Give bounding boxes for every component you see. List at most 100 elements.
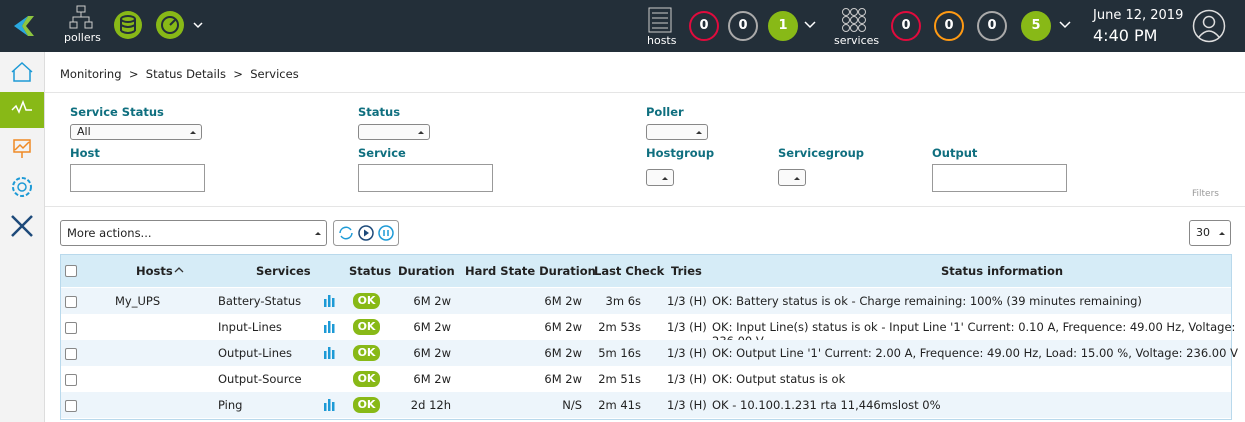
logo — [14, 16, 34, 36]
status-badge: OK — [353, 293, 380, 309]
service-unknown-count[interactable]: 0 — [977, 11, 1007, 41]
graph-icon[interactable] — [323, 320, 337, 333]
checkbox[interactable] — [65, 265, 77, 277]
filters-toggle[interactable]: Filters — [1192, 189, 1219, 199]
chevron[interactable] — [803, 19, 817, 31]
table-row — [61, 314, 1231, 340]
last-check: 5m 16s — [598, 346, 641, 360]
filter-label: Host — [70, 146, 100, 160]
host-name[interactable]: My_UPS — [115, 294, 161, 308]
duration: 6M 2w — [413, 346, 451, 360]
more-actions-select[interactable]: More actions... — [60, 220, 327, 246]
service-name[interactable]: Output-Source — [218, 372, 302, 386]
host-up-count[interactable]: 1 — [768, 11, 798, 41]
services-icon[interactable] — [840, 6, 868, 34]
service-name[interactable]: Battery-Status — [218, 294, 302, 308]
poller-select[interactable] — [646, 124, 708, 140]
duration: 6M 2w — [413, 294, 451, 308]
refresh-controls[interactable] — [333, 220, 400, 246]
table-header — [61, 255, 1231, 287]
filter-label: Service — [358, 146, 406, 160]
service-warning-count[interactable]: 0 — [934, 11, 964, 41]
last-check: 2m 51s — [598, 372, 641, 386]
hosts-label[interactable]: hosts — [647, 34, 677, 47]
duration: 2d 12h — [410, 398, 451, 412]
status-information: OK: Output status is ok — [712, 372, 846, 386]
hard-state-duration: 6M 2w — [544, 320, 582, 334]
service-name[interactable]: Ping — [218, 398, 243, 412]
column-header[interactable]: Hard State Duration — [465, 264, 596, 278]
graph-icon[interactable] — [323, 294, 337, 307]
hosts-icon[interactable] — [647, 7, 673, 33]
filter-label: Service Status — [70, 105, 164, 119]
service-input[interactable] — [358, 164, 493, 192]
checkbox[interactable] — [65, 322, 77, 334]
service-status-select[interactable]: All — [70, 124, 202, 140]
filter-label: Servicegroup — [778, 146, 865, 160]
tries: 1/3 (H) — [667, 294, 707, 308]
output-input[interactable] — [932, 164, 1067, 192]
user-icon[interactable] — [1192, 9, 1226, 43]
duration: 6M 2w — [413, 320, 451, 334]
breadcrumb-item[interactable]: Status Details — [145, 67, 226, 81]
service-ok-count[interactable]: 5 — [1021, 11, 1051, 41]
hard-state-duration: N/S — [562, 398, 582, 412]
hard-state-duration: 6M 2w — [544, 294, 582, 308]
host-input[interactable] — [70, 164, 205, 192]
graph-icon[interactable] — [323, 346, 337, 359]
column-header[interactable]: Duration — [398, 264, 455, 278]
column-header[interactable]: Tries — [671, 264, 702, 278]
last-check: 3m 6s — [605, 294, 641, 308]
services-label[interactable]: services — [834, 34, 880, 47]
top-bar: pollers hosts 0 0 1 services 0 0 0 5 Jun… — [0, 0, 1245, 52]
poller-status-icons[interactable] — [113, 10, 213, 40]
table-row — [61, 366, 1231, 392]
column-header[interactable]: Status information — [941, 264, 1064, 278]
table-row — [61, 392, 1231, 418]
filter-panel — [45, 92, 1245, 207]
column-header[interactable]: Hosts — [136, 264, 173, 278]
graph-icon[interactable] — [323, 398, 337, 411]
tries: 1/3 (H) — [667, 372, 707, 386]
column-header[interactable]: Services — [256, 264, 311, 278]
table — [60, 254, 1232, 420]
nav-icons[interactable] — [0, 52, 44, 242]
last-check: 2m 53s — [598, 320, 641, 334]
table-row — [61, 288, 1231, 314]
status-select[interactable] — [358, 124, 430, 140]
status-badge: OK — [353, 397, 380, 413]
status-badge: OK — [353, 319, 380, 335]
hard-state-duration: 6M 2w — [544, 372, 582, 386]
status-badge: OK — [353, 345, 380, 361]
date: June 12, 2019 — [1093, 8, 1184, 23]
sort-arrow[interactable] — [174, 266, 184, 274]
checkbox[interactable] — [65, 296, 77, 308]
servicegroup-select[interactable] — [778, 169, 806, 186]
breadcrumb-separator: > — [128, 67, 139, 81]
filter-label: Hostgroup — [646, 146, 715, 160]
duration: 6M 2w — [413, 372, 451, 386]
checkbox[interactable] — [65, 374, 77, 386]
column-header[interactable]: Status — [349, 264, 392, 278]
service-name[interactable]: Input-Lines — [218, 320, 282, 334]
tries: 1/3 (H) — [667, 346, 707, 360]
pollers-label[interactable]: pollers — [64, 31, 101, 44]
host-unreachable-count[interactable]: 0 — [728, 11, 758, 41]
page-size-select[interactable]: 30 — [1189, 220, 1231, 246]
chevron[interactable] — [1058, 19, 1072, 31]
table-row — [61, 340, 1231, 366]
status-badge: OK — [353, 371, 380, 387]
column-header[interactable]: Last Check — [594, 264, 665, 278]
service-name[interactable]: Output-Lines — [218, 346, 293, 360]
host-down-count[interactable]: 0 — [689, 11, 719, 41]
checkbox[interactable] — [65, 348, 77, 360]
status-information: OK: Battery status is ok - Charge remain… — [712, 294, 1142, 308]
status-information: OK: Output Line '1' Current: 2.00 A, Fre… — [712, 346, 1238, 360]
service-critical-count[interactable]: 0 — [891, 11, 921, 41]
checkbox[interactable] — [65, 400, 77, 412]
pollers-icon[interactable] — [68, 4, 94, 32]
filter-label: Output — [932, 146, 978, 160]
breadcrumb-item[interactable]: Monitoring — [60, 67, 122, 81]
hostgroup-select[interactable] — [646, 169, 674, 186]
breadcrumb-item[interactable]: Services — [250, 67, 299, 81]
